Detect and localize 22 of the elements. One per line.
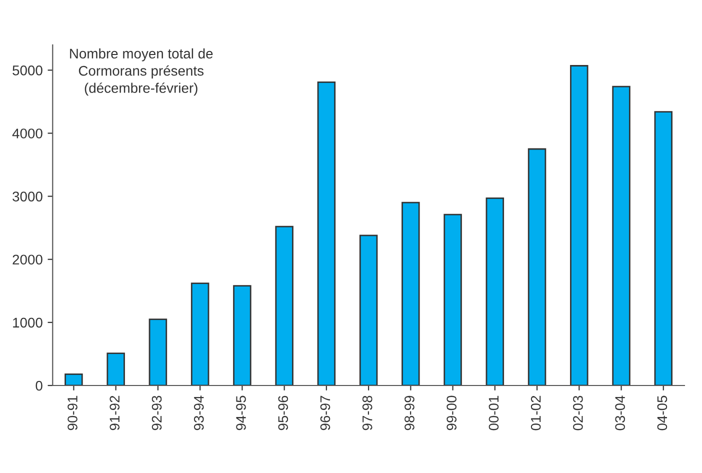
x-tick-label: 00-01 [488, 396, 499, 430]
y-tick-label: 2000 [12, 254, 42, 265]
x-tick-label: 95-96 [278, 396, 288, 430]
x-tick-label: 91-92 [110, 396, 120, 430]
x-tick-label: 02-03 [573, 396, 583, 430]
x-tick-label: 96-97 [320, 396, 330, 430]
x-tick-label: 94-95 [236, 396, 246, 430]
x-tick-label: 98-99 [404, 396, 414, 430]
x-tick-label: 90-91 [68, 396, 78, 430]
y-tick-label: 5000 [12, 65, 42, 76]
y-tick-label: 4000 [12, 128, 42, 138]
x-tick-label: 99-00 [446, 396, 457, 430]
y-tick-label: 3000 [12, 192, 42, 202]
x-tick-label: 01-02 [530, 396, 541, 430]
text: Nombre moyen total de Cormorans présents (décembre-février) [70, 48, 213, 96]
y-tick-label: 1000 [13, 318, 42, 328]
x-tick-label: 93-94 [194, 396, 204, 430]
x-tick-label: 04-05 [657, 396, 668, 430]
y-tick-label: 0 [36, 380, 42, 391]
x-tick-label: 92-93 [152, 396, 162, 430]
x-tick-label: 03-04 [615, 396, 625, 430]
x-tick-label: 97-98 [362, 396, 372, 430]
